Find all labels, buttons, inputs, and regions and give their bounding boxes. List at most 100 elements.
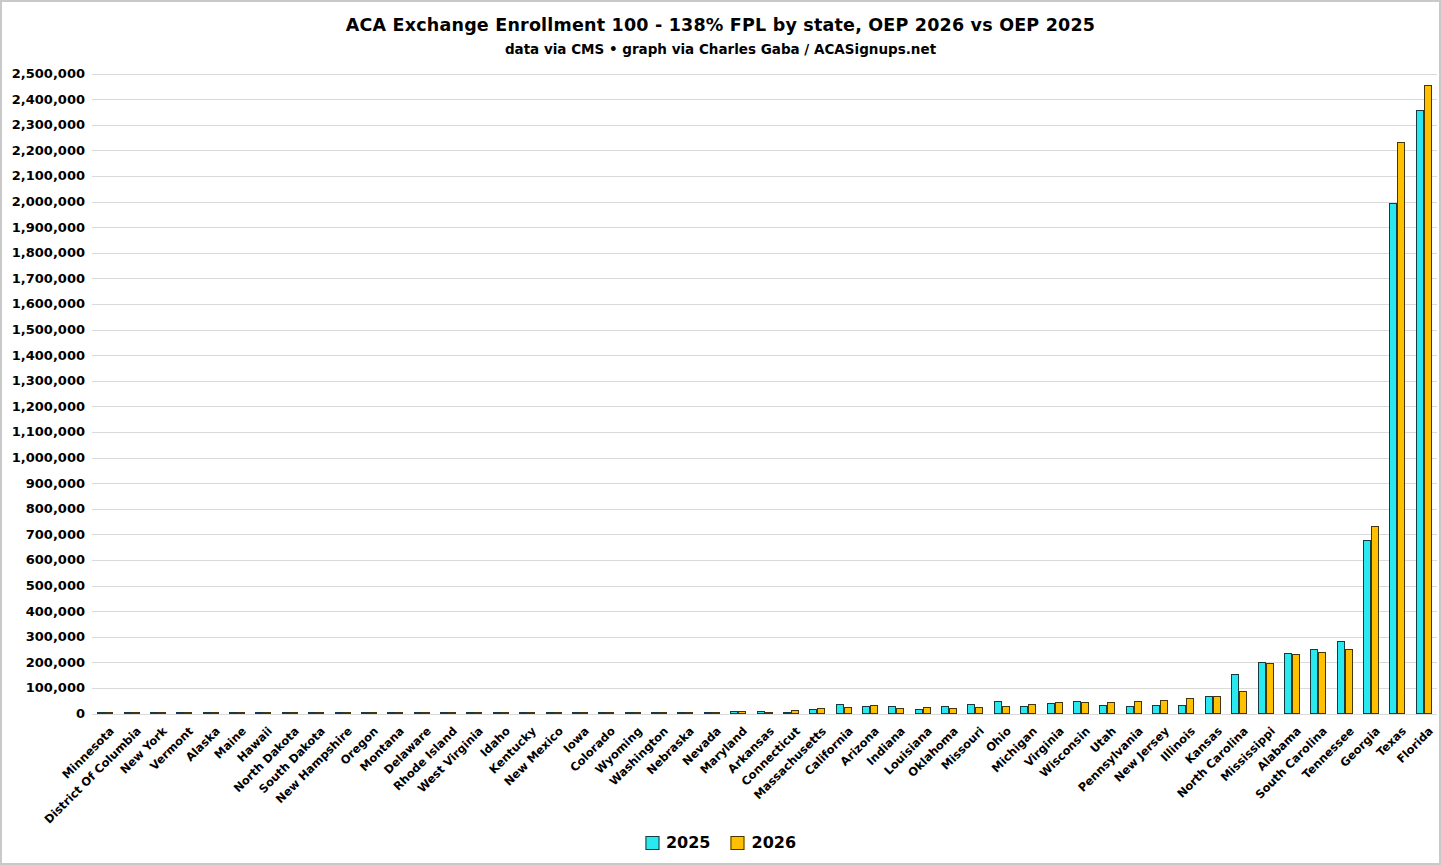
bar-2026	[712, 712, 720, 714]
bar-2025	[1047, 703, 1055, 714]
gridline	[92, 611, 1437, 612]
y-axis-tick-label: 1,900,000	[2, 220, 85, 235]
bar-2025	[97, 712, 105, 714]
bar-2026	[949, 708, 957, 714]
bar-2026	[1213, 696, 1221, 714]
bar-2025	[994, 701, 1002, 714]
bar-2026	[1107, 702, 1115, 714]
plot-area	[92, 74, 1437, 714]
gridline	[92, 125, 1437, 126]
legend: 2025 2026	[645, 833, 796, 852]
bar-2025	[361, 712, 369, 714]
gridline	[92, 278, 1437, 279]
bar-2025	[625, 712, 633, 714]
bar-2025	[651, 712, 659, 714]
bar-2026	[1397, 142, 1405, 714]
bar-2025	[255, 712, 263, 714]
bar-2025	[941, 706, 949, 714]
bar-2025	[308, 712, 316, 714]
bar-2025	[1363, 540, 1371, 714]
bar-2025	[967, 704, 975, 714]
legend-label-2025: 2025	[666, 833, 711, 852]
bar-2026	[105, 712, 113, 714]
bar-2025	[414, 712, 422, 714]
bar-2025	[466, 712, 474, 714]
bar-2026	[184, 712, 192, 714]
chart-image: ACA Exchange Enrollment 100 - 138% FPL b…	[0, 0, 1441, 865]
bar-2026	[158, 712, 166, 714]
bar-2025	[335, 712, 343, 714]
chart-subtitle: data via CMS • graph via Charles Gaba / …	[2, 41, 1439, 57]
bar-2026	[870, 705, 878, 714]
bar-2025	[915, 709, 923, 714]
gridline	[92, 458, 1437, 459]
bar-2026	[1160, 700, 1168, 714]
chart-title: ACA Exchange Enrollment 100 - 138% FPL b…	[2, 15, 1439, 35]
y-axis-tick-label: 2,400,000	[2, 92, 85, 107]
y-axis-tick-label: 1,500,000	[2, 322, 85, 337]
gridline	[92, 253, 1437, 254]
bar-2025	[150, 712, 158, 714]
y-axis-tick-label: 1,200,000	[2, 399, 85, 414]
y-axis-tick-label: 800,000	[2, 501, 85, 516]
gridline	[92, 406, 1437, 407]
bar-2026	[685, 712, 693, 714]
bar-2026	[817, 708, 825, 714]
bar-2026	[633, 712, 641, 714]
bar-2026	[527, 712, 535, 714]
bar-2025	[1258, 662, 1266, 714]
bar-2025	[1416, 110, 1424, 714]
y-axis-tick-label: 300,000	[2, 629, 85, 644]
bar-2025	[1073, 701, 1081, 714]
bar-2025	[862, 706, 870, 714]
bar-2025	[1020, 706, 1028, 714]
bar-2025	[1310, 649, 1318, 714]
bar-2026	[474, 712, 482, 714]
y-axis-tick-label: 2,300,000	[2, 117, 85, 132]
y-axis-tick-label: 2,500,000	[2, 66, 85, 81]
bar-2026	[343, 712, 351, 714]
y-axis-tick-label: 2,000,000	[2, 194, 85, 209]
bar-2026	[1002, 706, 1010, 714]
gridline	[92, 381, 1437, 382]
bar-2025	[704, 712, 712, 714]
bar-2026	[448, 712, 456, 714]
bar-2025	[203, 712, 211, 714]
bar-2025	[493, 712, 501, 714]
bar-2026	[263, 712, 271, 714]
bar-2025	[572, 712, 580, 714]
bar-2026	[923, 707, 931, 714]
bar-2025	[757, 711, 765, 714]
bar-2025	[546, 712, 554, 714]
gridline	[92, 586, 1437, 587]
y-axis-tick-label: 500,000	[2, 578, 85, 593]
bar-2026	[501, 712, 509, 714]
bar-2025	[677, 712, 685, 714]
bar-2025	[1337, 641, 1345, 714]
y-axis-tick-label: 2,200,000	[2, 143, 85, 158]
bar-2025	[387, 712, 395, 714]
gridline	[92, 227, 1437, 228]
bar-2026	[237, 712, 245, 714]
y-axis-tick-label: 100,000	[2, 680, 85, 695]
bar-2025	[836, 704, 844, 714]
y-axis-tick-label: 1,400,000	[2, 348, 85, 363]
bar-2025	[888, 706, 896, 714]
bar-2025	[1152, 705, 1160, 714]
y-axis-tick-label: 1,800,000	[2, 245, 85, 260]
bar-2026	[395, 712, 403, 714]
y-axis-tick-label: 1,700,000	[2, 271, 85, 286]
bar-2026	[1318, 652, 1326, 714]
bar-2026	[1371, 526, 1379, 714]
bar-2026	[369, 712, 377, 714]
bar-2025	[1205, 696, 1213, 714]
bar-2025	[1178, 705, 1186, 714]
bar-2025	[1099, 705, 1107, 714]
y-axis-tick-label: 1,100,000	[2, 424, 85, 439]
gridline	[92, 560, 1437, 561]
bar-2026	[132, 712, 140, 714]
bar-2026	[1028, 704, 1036, 714]
y-axis-tick-label: 2,100,000	[2, 168, 85, 183]
bar-2025	[1284, 653, 1292, 714]
bar-2026	[765, 712, 773, 714]
